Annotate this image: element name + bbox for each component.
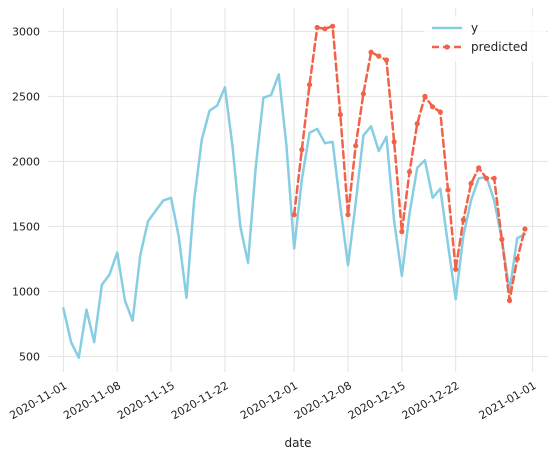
x-axis-title: date [284,436,311,450]
data-point-predicted [353,143,359,149]
data-point-predicted [499,236,505,242]
data-point-predicted [460,217,466,223]
data-point-predicted [437,109,443,115]
data-point-predicted [383,57,390,63]
data-point-predicted [445,187,451,193]
legend: y predicted [424,16,546,62]
series-line-predicted [292,24,527,302]
x-axis-ticks: 2020-11-012020-11-082020-11-152020-11-22… [7,379,538,422]
data-point-predicted [483,175,490,181]
data-point-predicted [330,23,336,29]
legend-label-predicted: predicted [471,40,528,54]
x-tick-label: 2020-12-15 [346,379,408,422]
y-tick-label: 3000 [12,25,40,38]
y-tick-label: 2500 [12,90,40,103]
data-point-predicted [468,180,474,187]
data-point-predicted [514,256,520,262]
data-point-predicted [360,91,366,97]
data-point-predicted [430,104,436,110]
x-tick-label: 2020-12-22 [400,379,462,422]
y-axis-ticks: 500 1000 1500 2000 2500 3000 [12,25,40,363]
data-point-predicted [399,229,405,235]
data-point-predicted [422,93,428,99]
grid-lines [48,8,548,372]
data-point-predicted [306,82,313,88]
data-point-predicted [506,297,513,304]
series-lines [62,23,528,359]
x-tick-label: 2020-12-08 [292,379,354,422]
y-tick-label: 1000 [12,285,40,298]
x-tick-label: 2020-11-22 [169,379,231,422]
data-point-predicted [314,24,320,31]
x-tick-label: 2020-11-01 [7,379,69,422]
legend-box [424,16,546,62]
data-point-predicted [476,165,482,171]
data-point-predicted [376,53,382,59]
data-point-predicted [345,212,351,218]
y-tick-label: 500 [19,350,40,363]
data-point-predicted [414,121,420,127]
data-point-predicted [368,49,374,55]
legend-marker-predicted [444,44,450,50]
data-point-predicted [337,112,343,118]
y-tick-label: 1500 [12,220,40,233]
legend-label-y: y [471,21,478,35]
data-point-predicted [522,226,528,232]
x-tick-label: 2020-11-15 [115,379,177,422]
data-point-predicted [291,212,297,218]
x-tick-label: 2020-11-08 [61,379,123,422]
x-tick-label: 2020-12-01 [238,379,300,422]
series-line-y [62,73,527,359]
data-point-predicted [391,139,397,145]
y-tick-label: 2000 [12,155,40,168]
x-tick-label: 2021-01-01 [477,379,539,422]
data-point-predicted [406,169,413,175]
data-point-predicted [322,26,328,32]
data-point-predicted [299,147,305,153]
data-point-predicted [491,175,497,181]
data-point-predicted [453,266,459,272]
